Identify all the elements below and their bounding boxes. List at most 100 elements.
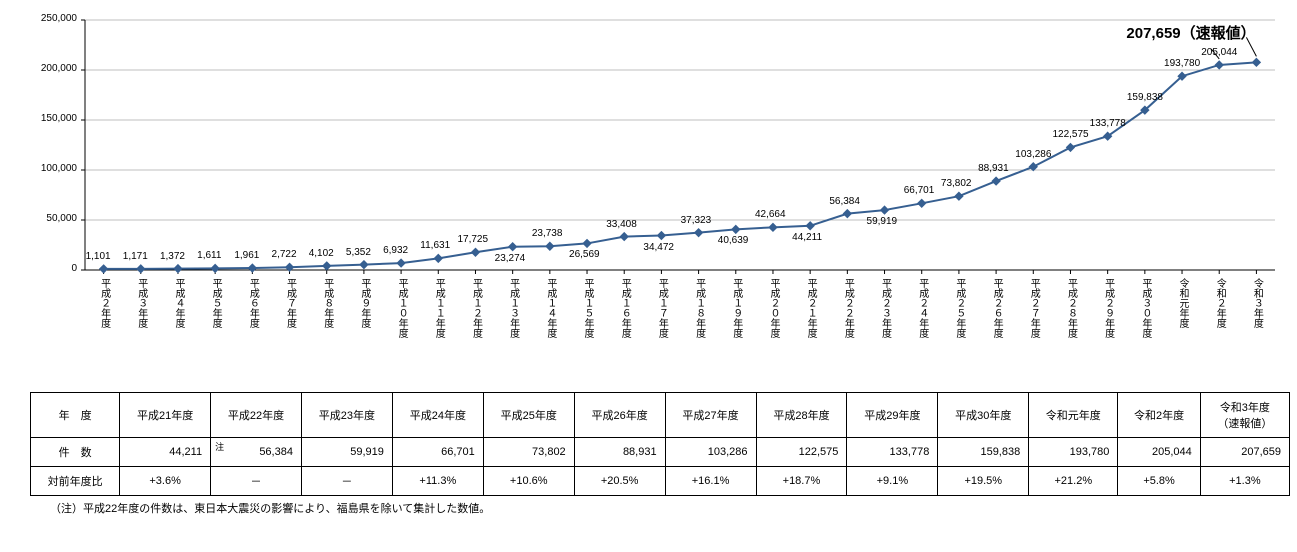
x-tick-label: 平成１３年度 bbox=[508, 278, 518, 338]
data-point-label: 44,211 bbox=[792, 232, 822, 243]
x-tick-label: 平成１１年度 bbox=[433, 278, 443, 338]
table-cell: +3.6% bbox=[120, 467, 211, 496]
x-tick-label: 平成９年度 bbox=[359, 278, 369, 328]
table-cell: +19.5% bbox=[938, 467, 1029, 496]
data-point-label: 34,472 bbox=[643, 242, 674, 253]
table-cell: +1.3% bbox=[1200, 467, 1289, 496]
data-point-label: 11,631 bbox=[420, 240, 450, 251]
x-tick-label: 平成２９年度 bbox=[1103, 278, 1113, 338]
table-cell: 66,701 bbox=[392, 438, 483, 467]
table-cell: 59,919 bbox=[301, 438, 392, 467]
data-point-label: 26,569 bbox=[569, 249, 600, 260]
data-point-label: 33,408 bbox=[606, 219, 637, 230]
x-tick-label: 平成１６年度 bbox=[619, 278, 629, 338]
x-tick-label: 平成１５年度 bbox=[582, 278, 592, 338]
data-point-label: 205,044 bbox=[1201, 47, 1237, 58]
table-cell: 133,778 bbox=[847, 438, 938, 467]
x-tick-label: 平成２８年度 bbox=[1065, 278, 1075, 338]
table-cell: +18.7% bbox=[756, 467, 847, 496]
data-point-label: 73,802 bbox=[941, 178, 972, 189]
x-tick-label: 平成４年度 bbox=[173, 278, 183, 328]
y-tick-label: 250,000 bbox=[17, 13, 77, 24]
table-cell: － bbox=[301, 467, 392, 496]
x-tick-label: 平成２３年度 bbox=[880, 278, 890, 338]
x-tick-label: 平成２７年度 bbox=[1028, 278, 1038, 338]
table-cell: － bbox=[211, 467, 302, 496]
table-cell: +10.6% bbox=[483, 467, 574, 496]
table-cell: +21.2% bbox=[1029, 467, 1118, 496]
line-chart-svg bbox=[10, 10, 1287, 390]
table-cell: 205,044 bbox=[1118, 438, 1200, 467]
table-cell: 159,838 bbox=[938, 438, 1029, 467]
data-point-label: 17,725 bbox=[457, 234, 488, 245]
data-point-label: 133,778 bbox=[1090, 118, 1126, 129]
data-point-label: 37,323 bbox=[681, 215, 712, 226]
data-point-label: 159,838 bbox=[1127, 92, 1163, 103]
data-point-label: 103,286 bbox=[1015, 149, 1051, 160]
table-header: 令和2年度 bbox=[1118, 393, 1200, 438]
table-header: 平成22年度 bbox=[211, 393, 302, 438]
table-header: 令和元年度 bbox=[1029, 393, 1118, 438]
table-cell: 122,575 bbox=[756, 438, 847, 467]
data-point-label: 88,931 bbox=[978, 163, 1009, 174]
x-tick-label: 平成１２年度 bbox=[470, 278, 480, 338]
table-header: 平成24年度 bbox=[392, 393, 483, 438]
table-cell: 207,659 bbox=[1200, 438, 1289, 467]
x-tick-label: 令和元年度 bbox=[1177, 278, 1187, 328]
table-cell: +9.1% bbox=[847, 467, 938, 496]
data-point-label: 59,919 bbox=[867, 216, 898, 227]
x-tick-label: 平成２２年度 bbox=[842, 278, 852, 338]
data-point-label: 122,575 bbox=[1052, 129, 1088, 140]
data-point-label: 66,701 bbox=[904, 185, 935, 196]
data-point-label: 42,664 bbox=[755, 209, 786, 220]
table-header: 平成28年度 bbox=[756, 393, 847, 438]
table-cell: 44,211 bbox=[120, 438, 211, 467]
x-tick-label: 平成１９年度 bbox=[731, 278, 741, 338]
table-header: 平成21年度 bbox=[120, 393, 211, 438]
table-header: 年 度 bbox=[31, 393, 120, 438]
data-point-label: 2,722 bbox=[272, 249, 297, 260]
table-cell: 88,931 bbox=[574, 438, 665, 467]
table-header: 平成26年度 bbox=[574, 393, 665, 438]
table-header: 平成29年度 bbox=[847, 393, 938, 438]
x-tick-label: 平成８年度 bbox=[322, 278, 332, 328]
data-point-label: 4,102 bbox=[309, 248, 334, 259]
table-cell: +16.1% bbox=[665, 467, 756, 496]
data-point-label: 1,171 bbox=[123, 251, 148, 262]
table-header: 件 数 bbox=[31, 438, 120, 467]
x-tick-label: 平成６年度 bbox=[247, 278, 257, 328]
x-tick-label: 平成２４年度 bbox=[917, 278, 927, 338]
x-tick-label: 平成３年度 bbox=[136, 278, 146, 328]
x-tick-label: 平成２５年度 bbox=[954, 278, 964, 338]
data-point-label: 1,961 bbox=[234, 250, 259, 261]
y-tick-label: 100,000 bbox=[17, 163, 77, 174]
data-point-label: 23,738 bbox=[532, 228, 563, 239]
x-tick-label: 平成１４年度 bbox=[545, 278, 555, 338]
x-tick-label: 平成２年度 bbox=[99, 278, 109, 328]
table-cell: 56,384注 bbox=[211, 438, 302, 467]
table-cell: +11.3% bbox=[392, 467, 483, 496]
annotation-mark: 注 bbox=[215, 440, 224, 453]
y-tick-label: 150,000 bbox=[17, 113, 77, 124]
x-tick-label: 平成２１年度 bbox=[805, 278, 815, 338]
data-point-label: 56,384 bbox=[829, 196, 860, 207]
table-header: 平成27年度 bbox=[665, 393, 756, 438]
x-tick-label: 令和２年度 bbox=[1214, 278, 1224, 328]
table-header: 平成23年度 bbox=[301, 393, 392, 438]
data-point-label: 6,932 bbox=[383, 245, 408, 256]
table-header: 平成30年度 bbox=[938, 393, 1029, 438]
table-cell: 193,780 bbox=[1029, 438, 1118, 467]
table-cell: +5.8% bbox=[1118, 467, 1200, 496]
y-tick-label: 50,000 bbox=[17, 213, 77, 224]
y-tick-label: 200,000 bbox=[17, 63, 77, 74]
table-header: 対前年度比 bbox=[31, 467, 120, 496]
data-point-label: 23,274 bbox=[495, 253, 526, 264]
x-tick-label: 平成１７年度 bbox=[656, 278, 666, 338]
x-tick-label: 平成７年度 bbox=[285, 278, 295, 328]
table-cell: 73,802 bbox=[483, 438, 574, 467]
table-header: 平成25年度 bbox=[483, 393, 574, 438]
x-tick-label: 平成５年度 bbox=[210, 278, 220, 328]
data-point-label: 193,780 bbox=[1164, 58, 1200, 69]
footnote: （注）平成22年度の件数は、東日本大震災の影響により、福島県を除いて集計した数値… bbox=[50, 500, 1287, 516]
table-header: 令和3年度（速報値） bbox=[1200, 393, 1289, 438]
